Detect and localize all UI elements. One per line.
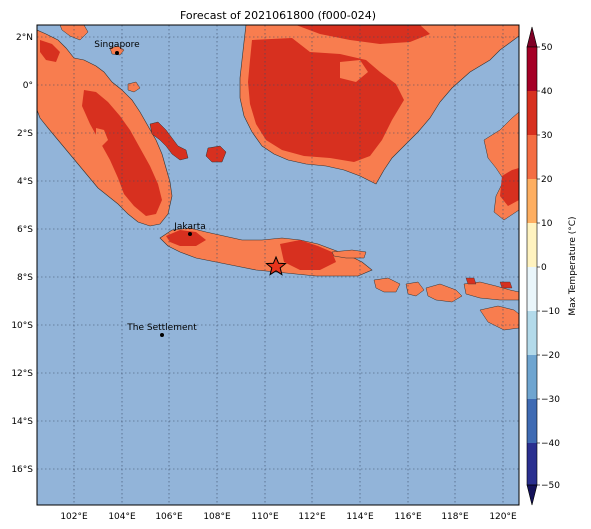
cb-band-m30-m20 <box>527 355 537 399</box>
cb-tick-m40: −40 <box>541 439 560 449</box>
map-area: Singapore Jakarta The Settlement <box>37 25 519 505</box>
lingga-island <box>127 81 141 93</box>
cb-band-20-30 <box>527 135 537 179</box>
cb-tick-30: 30 <box>541 131 553 141</box>
cb-tick-20: 20 <box>541 175 553 185</box>
cb-band-30-40 <box>527 91 537 135</box>
colorbar-top-extend <box>526 26 538 48</box>
singapore-label: Singapore <box>94 40 140 50</box>
lon-tick-102: 102°E <box>60 512 88 522</box>
sumatra-hot-north <box>40 40 60 62</box>
map-frame <box>36 24 520 506</box>
lat-tick-6s: 6°S <box>17 225 33 235</box>
lon-tick-104: 104°E <box>108 512 136 522</box>
jakarta-label: Jakarta <box>173 222 205 232</box>
lon-tick-120: 120°E <box>489 512 517 522</box>
lon-tick-110: 110°E <box>251 512 279 522</box>
cb-tick-40: 40 <box>541 87 553 97</box>
lon-tick-116: 116°E <box>394 512 422 522</box>
belitung-island <box>205 145 227 163</box>
cb-band-m40-m30 <box>527 399 537 443</box>
lat-tick-10s: 10°S <box>11 321 33 331</box>
lon-tick-106: 106°E <box>155 512 183 522</box>
madura-island <box>331 249 367 259</box>
lat-tick-0: 0° <box>23 81 33 91</box>
lat-tick-16s: 16°S <box>11 465 33 475</box>
cb-tick-50: 50 <box>541 43 553 53</box>
lat-tick-2s: 2°S <box>17 129 33 139</box>
colorbar-outline <box>526 46 538 486</box>
colorbar-tick-marks <box>537 46 540 486</box>
cb-band-m50-m40 <box>527 443 537 485</box>
lat-tick-8s: 8°S <box>17 273 33 283</box>
cb-tick-0: 0 <box>541 263 547 273</box>
location-star-marker <box>265 255 287 276</box>
colorbar: 50 40 30 20 10 0 −10 −20 −30 −40 −50 Max… <box>526 26 578 506</box>
cb-tick-10: 10 <box>541 219 553 229</box>
lon-tick-112: 112°E <box>298 512 326 522</box>
malay-peninsula <box>59 25 89 41</box>
sumatra-warm-patch <box>96 128 108 146</box>
cb-band-m10-0 <box>527 267 537 311</box>
java-hot-central <box>280 240 336 270</box>
cb-band-40-50 <box>527 47 537 91</box>
cb-tick-m30: −30 <box>541 395 560 405</box>
sumba-island <box>479 305 519 331</box>
borneo-northeast <box>296 25 430 44</box>
the-settlement-dot <box>160 333 164 337</box>
bali-island <box>373 277 401 293</box>
singapore-dot <box>115 51 119 55</box>
borneo-mild-patch <box>340 60 368 82</box>
lombok-island <box>405 281 425 297</box>
java-hot-west <box>166 230 206 246</box>
lat-tick-2n: 2°N <box>16 33 33 43</box>
cb-band-10-20 <box>527 179 537 223</box>
colorbar-label: Max Temperature (°C) <box>568 216 578 315</box>
latitude-ticks: 2°N 0° 2°S 4°S 6°S 8°S 10°S 12°S 14°S 16… <box>11 33 33 475</box>
flores-island <box>463 281 519 301</box>
lon-tick-118: 118°E <box>441 512 469 522</box>
cb-tick-m10: −10 <box>541 307 560 317</box>
cb-band-0-10 <box>527 223 537 267</box>
lon-tick-108: 108°E <box>203 512 231 522</box>
riau-islands <box>109 45 125 56</box>
lat-tick-12s: 12°S <box>11 369 33 379</box>
cb-band-m20-m10 <box>527 311 537 355</box>
sumbawa-island <box>425 283 463 303</box>
lon-tick-114: 114°E <box>346 512 374 522</box>
lat-tick-14s: 14°S <box>11 417 33 427</box>
cb-tick-m20: −20 <box>541 351 560 361</box>
small-island-2 <box>499 281 513 289</box>
colorbar-bottom-extend <box>526 484 538 506</box>
the-settlement-label: The Settlement <box>126 323 197 333</box>
sulawesi-hot <box>500 168 519 206</box>
graticule <box>37 25 519 505</box>
cb-tick-m50: −50 <box>541 481 560 491</box>
jakarta-dot <box>188 232 192 236</box>
map-title: Forecast of 2021061800 (f000-024) <box>180 9 376 22</box>
small-island-1 <box>465 277 477 285</box>
lat-tick-4s: 4°S <box>17 177 33 187</box>
longitude-ticks: 102°E 104°E 106°E 108°E 110°E 112°E 114°… <box>60 512 517 522</box>
